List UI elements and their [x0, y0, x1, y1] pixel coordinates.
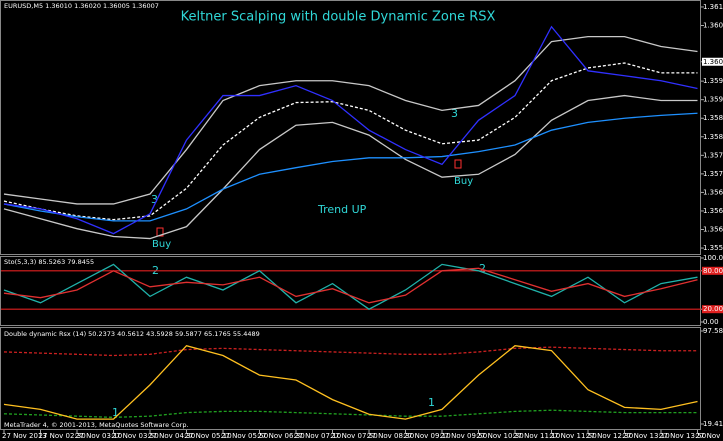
- annotation: 3: [151, 193, 158, 206]
- x-tick-label: 27 Nov 12:30: [586, 432, 633, 440]
- x-tick-label: 27 Nov 09:10: [404, 432, 451, 440]
- y-tick-label: 1.36140: [703, 3, 723, 11]
- x-tick-label: 27 Nov 13:10: [623, 432, 670, 440]
- x-tick-label: 27 Nov 11:50: [550, 432, 597, 440]
- x-tick-label: 27 Nov 11:10: [513, 432, 560, 440]
- y-tick-label: 20.0000: [703, 305, 723, 313]
- x-tick-label: 27 Nov 05:50: [221, 432, 268, 440]
- annotation: Trend UP: [317, 203, 367, 216]
- y-tick-label: 97.5861: [703, 327, 723, 335]
- y-tick-label: 0.00: [703, 318, 719, 326]
- y-tick-label: 1.36095: [703, 21, 723, 29]
- y-tick-label: 19.4175: [703, 420, 723, 428]
- series-line: [3, 35, 698, 205]
- annotation: 2: [479, 262, 486, 275]
- x-tick-label: 27 Nov 07:10: [294, 432, 341, 440]
- x-tick-label: 27 Nov 10:30: [477, 432, 524, 440]
- tick-highlight: [702, 57, 723, 66]
- x-tick-label: 27 Nov 2013: [2, 432, 47, 440]
- x-tick-label: 27 Nov 06:30: [258, 432, 305, 440]
- chart-title: Keltner Scalping with double Dynamic Zon…: [181, 10, 496, 25]
- x-tick-label: 27 Nov 03:10: [75, 432, 122, 440]
- panel-frame: [0, 0, 701, 255]
- annotation: Buy: [454, 176, 473, 187]
- y-tick-label: 1.35600: [703, 226, 723, 234]
- y-tick-label: 1.36007: [703, 58, 723, 66]
- series-line: [3, 112, 698, 222]
- annotation: 3: [451, 107, 458, 120]
- annotation: 1: [112, 406, 119, 419]
- series-line: [3, 409, 698, 419]
- x-tick-label: 27 Nov 08:30: [367, 432, 414, 440]
- x-tick-label: 27 Nov 03:50: [112, 432, 159, 440]
- y-tick-label: 1.35780: [703, 151, 723, 159]
- buy-arrow: [156, 227, 164, 237]
- y-tick-label: 80.0000: [703, 267, 723, 275]
- y-tick-label: 1.35555: [703, 244, 723, 252]
- x-tick-label: 27 Nov 05:10: [185, 432, 232, 440]
- series-line: [3, 267, 698, 304]
- y-tick-label: 1.35960: [703, 77, 723, 85]
- x-tick-label: 27 Nov 13:50: [659, 432, 706, 440]
- panel-header: Sto(5,3,3) 85.5263 79.8455: [4, 258, 94, 266]
- symbol-header: EURUSD,M5 1.36010 1.36020 1.36005 1.3600…: [4, 2, 159, 10]
- footer: MetaTrader 4, © 2001-2013, MetaQuotes So…: [4, 421, 189, 429]
- x-tick-label: 27 Nov 02:30: [39, 432, 86, 440]
- tick-highlight: [702, 266, 723, 275]
- y-tick-label: 1.35870: [703, 114, 723, 122]
- x-tick-label: 27 Nov 14:30: [696, 432, 723, 440]
- tick-highlight: [702, 305, 723, 314]
- y-tick-label: 100.00: [703, 254, 723, 262]
- annotation: 1: [428, 396, 435, 409]
- series-line: [3, 345, 698, 420]
- x-tick-label: 27 Nov 04:30: [148, 432, 195, 440]
- buy-arrow: [454, 159, 462, 169]
- y-tick-label: 1.35645: [703, 207, 723, 215]
- panel-frame: [0, 327, 701, 430]
- annotation: Buy: [152, 239, 171, 250]
- series-line: [3, 346, 698, 357]
- series-line: [3, 62, 698, 221]
- series-line: [3, 25, 698, 235]
- panel-frame: [0, 256, 701, 326]
- y-tick-label: 1.35690: [703, 188, 723, 196]
- series-line: [3, 94, 698, 240]
- panel-header: Double dynamic Rsx (14) 50.2373 40.5612 …: [4, 330, 260, 338]
- y-tick-label: 1.35915: [703, 96, 723, 104]
- x-tick-label: 27 Nov 07:50: [331, 432, 378, 440]
- y-tick-label: 1.35735: [703, 170, 723, 178]
- x-tick-label: 27 Nov 09:50: [440, 432, 487, 440]
- y-tick-label: 1.35825: [703, 133, 723, 141]
